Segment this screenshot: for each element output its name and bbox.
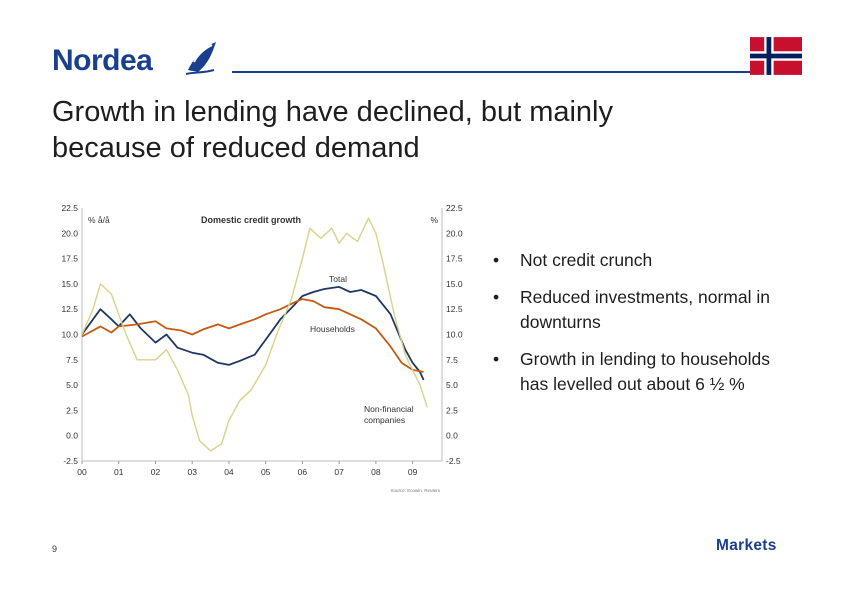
chart-frame (81, 208, 443, 464)
y-tick-left: 10.0 (61, 330, 78, 340)
page-title: Growth in lending have declined, but mai… (52, 94, 732, 166)
credit-growth-chart: 22.5 22.5 20.0 20.0 17.5 17.5 15.0 15.0 12.5 12.5… (61, 203, 462, 493)
chart-series (81, 217, 428, 452)
series-line (81, 286, 425, 381)
page-number: 9 (52, 544, 58, 554)
y-tick-left: 7.5 (66, 355, 78, 365)
chart-source: Source: Ecowin, Reuters (390, 488, 440, 493)
series-line (81, 217, 428, 452)
x-tick-label: 04 (224, 467, 234, 477)
title-line-1: Growth in lending have declined, but mai… (52, 96, 613, 128)
x-tick-label: 03 (187, 467, 197, 477)
x-tick-label: 02 (151, 467, 161, 477)
y-tick-left: -2.5 (63, 456, 78, 466)
y-tick-right: 2.5 (446, 405, 458, 415)
chart-text: 22.5 22.5 20.0 20.0 17.5 17.5 15.0 15.0 12.5 12.5… (61, 203, 462, 493)
title-line-2: because of reduced demand (52, 132, 420, 164)
y-tick-right: 7.5 (446, 355, 458, 365)
y-tick-right: 20.0 (446, 228, 463, 238)
x-tick-label: 06 (298, 467, 308, 477)
series-annotation: Non-financial (364, 404, 414, 414)
y-axis-label-left: % å/å (88, 215, 110, 225)
norway-flag-icon (750, 37, 802, 75)
bullet-item: • Reduced investments, normal in downturn… (493, 287, 770, 332)
y-tick-left: 0.0 (66, 431, 78, 441)
y-tick-right: 0.0 (446, 431, 458, 441)
bullet-item: • Growth in lending to households has lev… (493, 349, 771, 394)
markets-label: Markets (716, 537, 777, 554)
series-annotation: Total (329, 274, 347, 284)
y-tick-left: 17.5 (61, 254, 78, 264)
chart-title: Domestic credit growth (201, 215, 301, 225)
y-tick-right: -2.5 (446, 456, 461, 466)
y-tick-left: 22.5 (61, 203, 78, 213)
x-tick-label: 07 (334, 467, 344, 477)
x-tick-label: 01 (114, 467, 124, 477)
header-rule (232, 71, 786, 73)
x-tick-label: 00 (77, 467, 87, 477)
y-tick-left: 2.5 (66, 405, 78, 415)
x-tick-label: 08 (371, 467, 381, 477)
y-axis-label-right: % (430, 215, 438, 225)
y-tick-left: 15.0 (61, 279, 78, 289)
y-tick-right: 15.0 (446, 279, 463, 289)
y-tick-right: 5.0 (446, 380, 458, 390)
y-tick-right: 17.5 (446, 254, 463, 264)
x-tick-label: 05 (261, 467, 271, 477)
brand-name: Nordea (52, 44, 153, 77)
y-tick-right: 10.0 (446, 330, 463, 340)
bullet-list: • Not credit crunch • Reduced investments,… (493, 248, 793, 409)
x-tick-label: 09 (408, 467, 418, 477)
bullet-text: Reduced investments, normal in downturns (520, 287, 770, 332)
y-tick-right: 22.5 (446, 203, 463, 213)
sail-icon (185, 42, 216, 75)
series-annotation: companies (364, 415, 405, 425)
series-annotation: Households (310, 324, 355, 334)
series-line (81, 298, 424, 373)
bullet-text: Not credit crunch (520, 250, 653, 270)
bullet-item: • Not credit crunch (493, 250, 653, 270)
y-tick-left: 12.5 (61, 304, 78, 314)
nordea-logo: Nordea (52, 40, 222, 82)
y-tick-left: 5.0 (66, 380, 78, 390)
bullet-text: Growth in lending to households has leve… (520, 349, 771, 394)
y-tick-right: 12.5 (446, 304, 463, 314)
y-tick-left: 20.0 (61, 228, 78, 238)
